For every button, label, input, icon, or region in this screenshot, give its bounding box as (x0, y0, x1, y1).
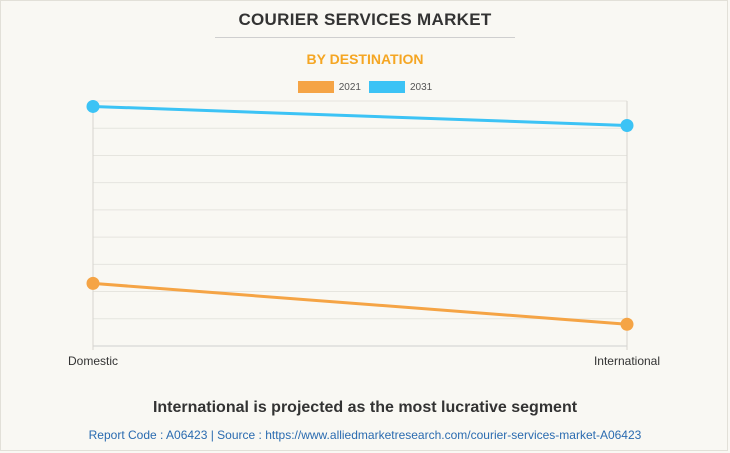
legend-item-2021: 2021 (297, 81, 361, 93)
x-tick-label-international: International (594, 354, 660, 368)
legend: 2021 2031 (0, 80, 730, 94)
data-point-2031-international (620, 119, 634, 132)
footer-source-link[interactable]: Report Code : A06423 | Source : https://… (88, 428, 642, 442)
series-line-2021 (92, 281, 628, 326)
legend-item-2031: 2031 (369, 81, 432, 93)
data-point-2021-domestic (86, 276, 100, 290)
chart-subtitle: BY DESTINATION (306, 51, 424, 67)
legend-label-2031: 2031 (410, 81, 433, 93)
legend-label-2021: 2021 (338, 81, 361, 93)
x-tick-label-domestic: Domestic (68, 354, 118, 368)
data-point-2021-international (620, 317, 634, 331)
data-point-2031-domestic (86, 99, 100, 113)
series-line-2031 (92, 104, 628, 127)
title-divider (215, 37, 515, 38)
footer-headline: International is projected as the most l… (152, 399, 578, 416)
chart-title: COURIER SERVICES MARKET (238, 10, 492, 29)
legend-swatch-2021 (297, 81, 334, 93)
legend-swatch-2031 (369, 81, 405, 93)
